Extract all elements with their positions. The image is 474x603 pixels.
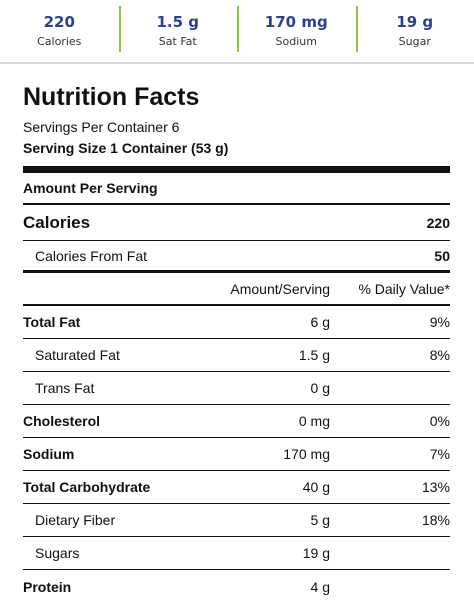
nutrient-name: Cholesterol xyxy=(23,413,214,429)
servings-per-container: Servings Per Container 6 xyxy=(23,119,450,136)
calories-from-fat-value: 50 xyxy=(434,248,450,264)
nutrient-row-saturated-fat: Saturated Fat 1.5 g 8% xyxy=(23,339,450,372)
nutrient-row-cholesterol: Cholesterol 0 mg 0% xyxy=(23,405,450,438)
column-header-row: Amount/Serving % Daily Value* xyxy=(23,273,450,306)
nutrition-facts-label: Nutrition Facts Servings Per Container 6… xyxy=(23,78,450,603)
nutrient-amount: 0 g xyxy=(214,380,330,396)
nutrient-name: Sodium xyxy=(23,446,214,462)
nutrient-name: Protein xyxy=(23,579,214,595)
nutrient-name: Dietary Fiber xyxy=(23,512,214,528)
nutrient-dv: 9% xyxy=(330,314,450,330)
nutrient-row-total-carbohydrate: Total Carbohydrate 40 g 13% xyxy=(23,471,450,504)
calories-label: Calories xyxy=(23,213,90,233)
summary-sugar: 19 g Sugar xyxy=(356,0,474,62)
summary-sat-fat: 1.5 g Sat Fat xyxy=(119,0,238,62)
nutrient-name: Total Carbohydrate xyxy=(23,479,214,495)
calories-value: 220 xyxy=(427,215,450,231)
serving-size: Serving Size 1 Container (53 g) xyxy=(23,140,450,157)
nutrient-dv: 13% xyxy=(330,479,450,495)
nutrient-amount: 40 g xyxy=(214,479,330,495)
nutrient-dv: 7% xyxy=(330,446,450,462)
calories-row: Calories 220 xyxy=(23,205,450,241)
thick-divider xyxy=(23,166,450,173)
summary-value: 19 g xyxy=(396,13,433,31)
summary-label: Sodium xyxy=(276,35,317,48)
summary-value: 1.5 g xyxy=(156,13,199,31)
nutrient-amount: 19 g xyxy=(214,545,330,561)
nutrient-name: Saturated Fat xyxy=(23,347,214,363)
nutrient-dv: 0% xyxy=(330,413,450,429)
nutrient-name: Sugars xyxy=(23,545,214,561)
nutrient-row-protein: Protein 4 g xyxy=(23,570,450,603)
summary-sodium: 170 mg Sodium xyxy=(237,0,356,62)
summary-label: Sugar xyxy=(399,35,431,48)
nutrient-amount: 6 g xyxy=(214,314,330,330)
nutrient-amount: 170 mg xyxy=(214,446,330,462)
header-amount: Amount/Serving xyxy=(214,281,330,297)
summary-label: Sat Fat xyxy=(159,35,197,48)
summary-label: Calories xyxy=(37,35,81,48)
nutrient-dv: 18% xyxy=(330,512,450,528)
nutrient-amount: 4 g xyxy=(214,579,330,595)
nutrient-row-dietary-fiber: Dietary Fiber 5 g 18% xyxy=(23,504,450,537)
amount-per-serving: Amount Per Serving xyxy=(23,173,450,205)
nutrient-amount: 5 g xyxy=(214,512,330,528)
nutrition-summary-bar: 220 Calories 1.5 g Sat Fat 170 mg Sodium… xyxy=(0,0,474,64)
nutrient-name: Total Fat xyxy=(23,314,214,330)
nutrient-name: Trans Fat xyxy=(23,380,214,396)
nutrient-amount: 1.5 g xyxy=(214,347,330,363)
header-daily-value: % Daily Value* xyxy=(330,281,450,297)
summary-value: 220 xyxy=(44,13,75,31)
label-title: Nutrition Facts xyxy=(23,82,450,112)
nutrient-row-trans-fat: Trans Fat 0 g xyxy=(23,372,450,405)
nutrient-dv: 8% xyxy=(330,347,450,363)
nutrient-amount: 0 mg xyxy=(214,413,330,429)
nutrient-row-sodium: Sodium 170 mg 7% xyxy=(23,438,450,471)
nutrient-row-total-fat: Total Fat 6 g 9% xyxy=(23,306,450,339)
calories-from-fat-label: Calories From Fat xyxy=(35,248,147,264)
summary-value: 170 mg xyxy=(265,13,328,31)
calories-from-fat-row: Calories From Fat 50 xyxy=(23,241,450,273)
summary-calories: 220 Calories xyxy=(0,0,119,62)
nutrient-row-sugars: Sugars 19 g xyxy=(23,537,450,570)
